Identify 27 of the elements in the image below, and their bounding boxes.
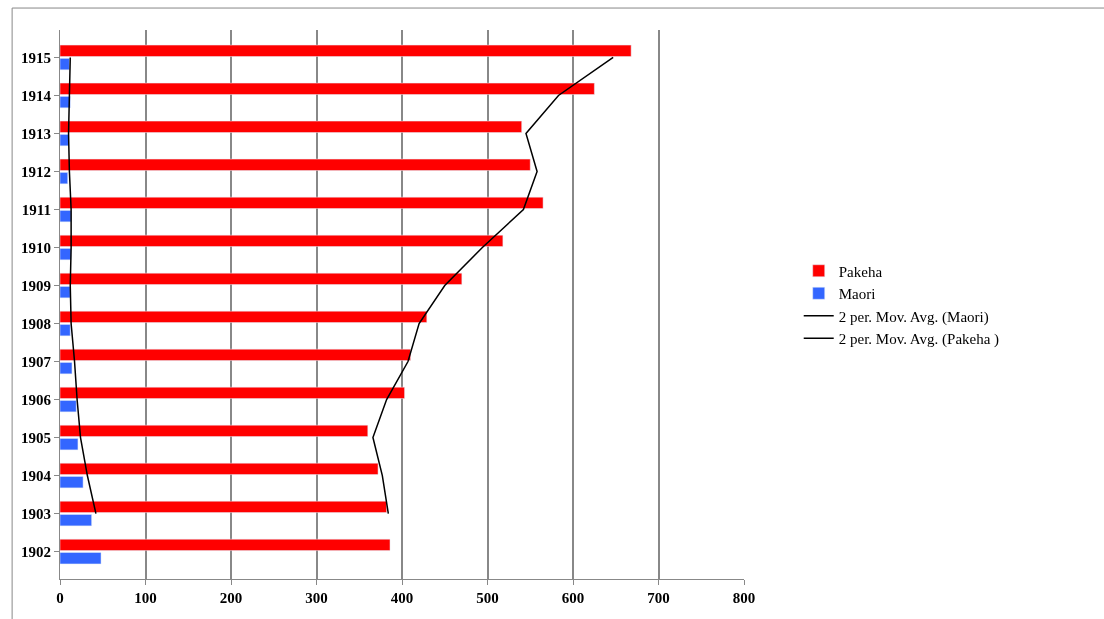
- y-tick-label: 1914: [21, 87, 52, 104]
- y-tick-label: 1910: [21, 239, 51, 256]
- legend-label: 2 per. Mov. Avg. (Pakeha ): [838, 331, 1000, 349]
- y-tick-label: 1909: [21, 277, 51, 294]
- y-tick-label: 1907: [21, 353, 52, 370]
- x-tick-label: 800: [732, 590, 756, 606]
- y-tick-label: 1902: [21, 543, 51, 560]
- y-tick-label: 1903: [21, 505, 51, 522]
- x-tick-label: 300: [305, 590, 328, 606]
- x-tick-label: 500: [476, 590, 499, 606]
- y-tick-label: 1906: [21, 391, 52, 408]
- x-tick-label: 400: [390, 590, 414, 606]
- y-tick-label: 1908: [21, 315, 51, 332]
- x-tick-label: 100: [134, 590, 157, 606]
- legend-label: Maori: [838, 286, 876, 303]
- y-tick-label: 1911: [21, 201, 51, 218]
- x-tick-label: 200: [219, 590, 243, 606]
- y-tick-label: 1904: [21, 467, 52, 484]
- y-tick-label: 1912: [21, 163, 51, 180]
- x-tick-label: 700: [647, 590, 670, 606]
- x-tick-label: 0: [56, 590, 64, 606]
- x-tick-label: 600: [561, 590, 585, 606]
- y-tick-label: 1915: [21, 49, 51, 66]
- y-tick-label: 1913: [21, 125, 51, 142]
- legend-label: Pakeha: [838, 263, 883, 280]
- legend-label: 2 per. Mov. Avg. (Maori): [838, 308, 989, 326]
- y-tick-label: 1905: [21, 429, 51, 446]
